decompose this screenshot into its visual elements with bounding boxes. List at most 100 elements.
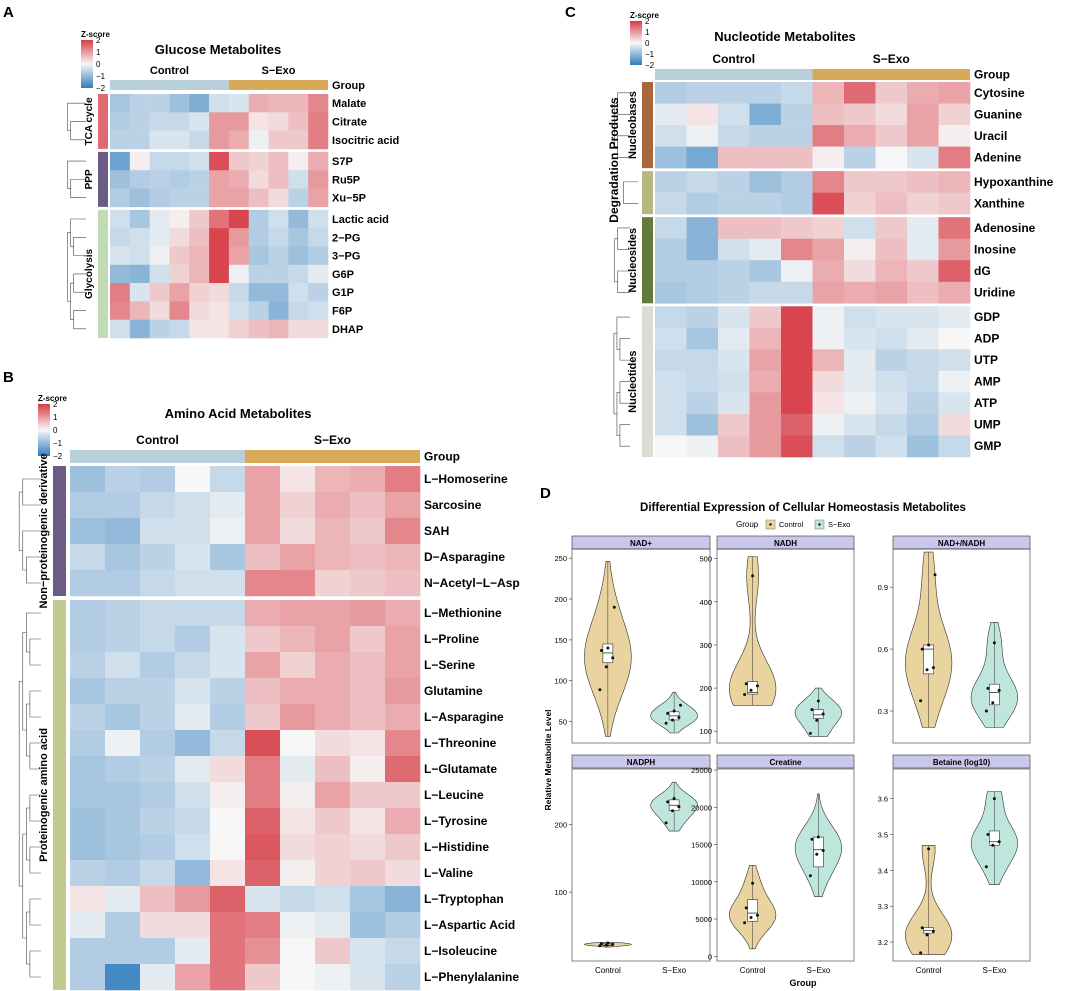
control-data-point bbox=[927, 847, 931, 851]
heatmap-cell bbox=[245, 756, 281, 783]
group-legend-label: Group bbox=[424, 450, 460, 464]
heatmap-cell bbox=[385, 600, 421, 627]
row-group-label: Nucleobases bbox=[627, 91, 639, 159]
heatmap-cell bbox=[175, 730, 211, 757]
heatmap-cell bbox=[105, 886, 141, 913]
heatmap-cell bbox=[288, 228, 309, 247]
control-data-point bbox=[611, 656, 615, 660]
heatmap-cell bbox=[169, 94, 190, 113]
heatmap-cell bbox=[129, 151, 150, 171]
heatmap-cell bbox=[907, 125, 939, 147]
heatmap-cell bbox=[749, 238, 782, 261]
heatmap-cell bbox=[105, 652, 141, 679]
legend-label-control: Control bbox=[779, 520, 804, 529]
heatmap-cell bbox=[70, 808, 106, 835]
heatmap-cell bbox=[210, 492, 246, 519]
heatmap-cell bbox=[129, 130, 150, 150]
heatmap-cell bbox=[655, 217, 687, 240]
sexo-data-point bbox=[671, 718, 675, 722]
sexo-data-point bbox=[984, 865, 988, 869]
heatmap-cell bbox=[210, 600, 246, 627]
heatmap-cell bbox=[315, 886, 351, 913]
zscore-colorbar bbox=[81, 40, 93, 88]
heatmap-cell bbox=[280, 938, 316, 965]
heatmap-cell bbox=[245, 626, 281, 653]
heatmap-cell bbox=[844, 327, 876, 350]
heatmap-cell bbox=[129, 301, 150, 320]
heatmap-cell bbox=[749, 413, 782, 436]
heatmap-cell bbox=[385, 964, 421, 991]
control-data-point bbox=[933, 573, 937, 577]
heatmap-cell bbox=[70, 886, 106, 913]
heatmap-cell bbox=[149, 264, 170, 284]
heatmap-cell bbox=[907, 171, 939, 193]
panel-label-c: C bbox=[565, 4, 576, 21]
heatmap-cell bbox=[189, 112, 210, 131]
heatmap-cell bbox=[938, 125, 971, 147]
heatmap-cell bbox=[140, 570, 176, 597]
heatmap-cell bbox=[938, 413, 971, 436]
heatmap-cell bbox=[812, 192, 845, 215]
group-label-control: Control bbox=[712, 52, 755, 66]
zscore-tick-label: −1 bbox=[53, 439, 63, 448]
heatmap-cell bbox=[655, 103, 687, 126]
heatmap-cell bbox=[129, 283, 150, 302]
heatmap-cell bbox=[315, 518, 351, 545]
zscore-tick-label: 2 bbox=[96, 36, 101, 45]
control-box bbox=[602, 643, 614, 664]
heatmap-cell bbox=[315, 782, 351, 809]
heatmap-cell bbox=[189, 228, 210, 247]
heatmap-cell bbox=[169, 264, 190, 284]
group-label-control: Control bbox=[136, 433, 179, 447]
heatmap-cell bbox=[315, 834, 351, 861]
heatmap-title: Glucose Metabolites bbox=[155, 42, 281, 57]
heatmap-cell bbox=[169, 151, 190, 171]
dendrogram-branch bbox=[29, 950, 41, 978]
heatmap-cell bbox=[209, 151, 230, 171]
heatmap-cell bbox=[655, 349, 687, 372]
heatmap-cell bbox=[228, 246, 250, 266]
heatmap-cell bbox=[209, 246, 230, 266]
heatmap-cell bbox=[189, 283, 210, 302]
heatmap-cell bbox=[169, 246, 190, 266]
row-label: L−Asparagine bbox=[424, 710, 504, 724]
heatmap-cell bbox=[210, 678, 246, 705]
facet-title: NADH bbox=[774, 539, 797, 548]
heatmap-cell bbox=[175, 860, 211, 887]
group-label-control: Control bbox=[150, 65, 189, 77]
heatmap-cell bbox=[655, 192, 687, 215]
heatmap-cell bbox=[749, 327, 782, 350]
heatmap-cell bbox=[686, 82, 719, 104]
heatmap-cell bbox=[175, 652, 211, 679]
heatmap-cell bbox=[248, 319, 269, 339]
heatmap-cell bbox=[129, 319, 150, 339]
heatmap-cell bbox=[210, 808, 246, 835]
heatmap-cell bbox=[875, 413, 908, 436]
heatmap-cell bbox=[718, 171, 750, 193]
heatmap-cell bbox=[140, 938, 176, 965]
y-tick-label: 0.6 bbox=[878, 645, 888, 654]
heatmap-cell bbox=[907, 217, 939, 240]
heatmap-cell bbox=[308, 188, 329, 208]
heatmap-cell bbox=[385, 652, 421, 679]
row-label: Lactic acid bbox=[332, 214, 389, 226]
heatmap-cell bbox=[175, 756, 211, 783]
heatmap-cell bbox=[175, 678, 211, 705]
zscore-colorbar bbox=[38, 404, 50, 456]
control-data-point bbox=[755, 684, 759, 688]
heatmap-cell bbox=[938, 370, 971, 393]
heatmap-cell bbox=[245, 678, 281, 705]
sexo-data-point bbox=[672, 709, 676, 713]
heatmap-cell bbox=[907, 327, 939, 350]
heatmap-cell bbox=[781, 370, 813, 393]
zscore-tick-label: 1 bbox=[53, 413, 58, 422]
control-box bbox=[747, 681, 758, 695]
heatmap-cell bbox=[248, 246, 269, 266]
heatmap-cell bbox=[749, 392, 782, 415]
facet-strip bbox=[892, 754, 1031, 769]
sexo-data-point bbox=[991, 843, 995, 847]
heatmap-cell bbox=[812, 217, 845, 240]
x-tick-label: S−Exo bbox=[662, 966, 686, 975]
heatmap-cell bbox=[781, 435, 813, 458]
heatmap-cell bbox=[812, 238, 845, 261]
